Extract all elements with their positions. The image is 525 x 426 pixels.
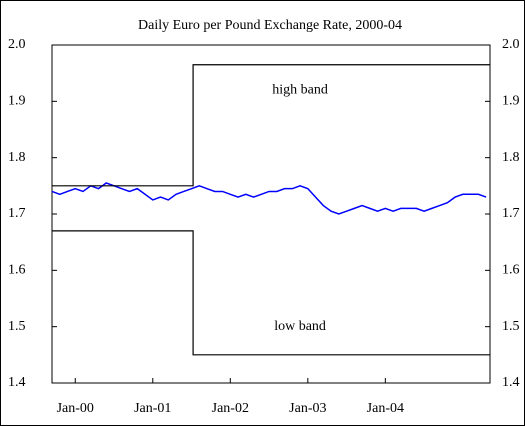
x-tick-label: Jan-01 [134, 401, 171, 416]
y-tick-label: 1.5 [8, 319, 26, 334]
series-line [52, 230, 490, 356]
y2-tick-label: 1.5 [502, 319, 520, 334]
x-tick-label: Jan-03 [289, 401, 326, 416]
y-tick-label: 1.6 [8, 263, 26, 278]
y2-tick-label: 1.6 [502, 263, 520, 278]
y-tick-label: 1.9 [8, 94, 26, 109]
annotation: low band [274, 319, 326, 334]
x-tick-label: Jan-02 [212, 401, 249, 416]
chart-title: Daily Euro per Pound Exchange Rate, 2000… [138, 18, 402, 33]
x-tick-label: Jan-00 [57, 401, 94, 416]
x-tick-label: Jan-04 [367, 401, 404, 416]
y2-tick-label: 1.7 [502, 206, 520, 221]
y-tick-label: 2.0 [8, 37, 26, 52]
y2-tick-label: 1.9 [502, 94, 520, 109]
y-tick-label: 1.8 [8, 150, 26, 165]
series-line [51, 182, 487, 215]
y2-tick-label: 1.8 [502, 150, 520, 165]
y2-tick-label: 2.0 [502, 37, 520, 52]
y-tick-label: 1.4 [8, 375, 26, 390]
y2-tick-label: 1.4 [502, 375, 520, 390]
annotation: high band [272, 82, 328, 97]
series-line [52, 64, 490, 187]
y-tick-label: 1.7 [8, 206, 26, 221]
